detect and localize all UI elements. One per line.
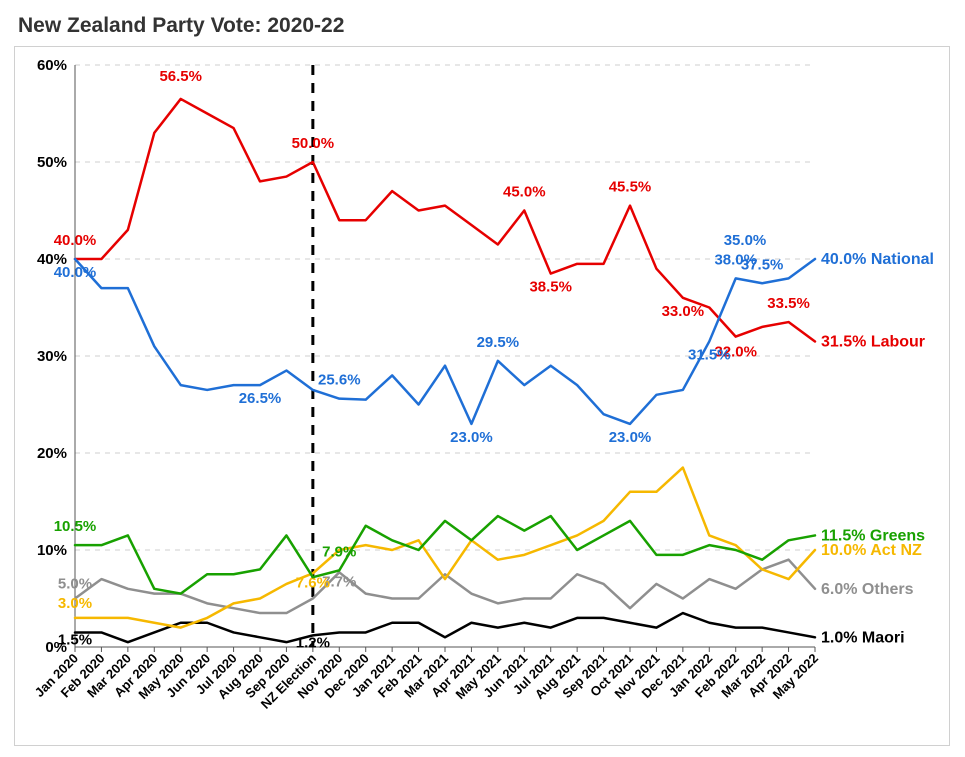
svg-text:10%: 10% — [37, 542, 67, 559]
svg-text:33.0%: 33.0% — [662, 303, 705, 320]
svg-text:7.9%: 7.9% — [322, 543, 356, 560]
svg-text:40.0%: 40.0% — [54, 264, 97, 281]
svg-text:37.5%: 37.5% — [741, 256, 784, 273]
svg-text:45.0%: 45.0% — [503, 184, 546, 201]
svg-text:23.0%: 23.0% — [609, 429, 652, 446]
svg-text:38.5%: 38.5% — [529, 279, 572, 296]
svg-text:56.5%: 56.5% — [159, 68, 202, 85]
chart-container: 0%10%20%30%40%50%60%Jan 2020Feb 2020Mar … — [14, 46, 950, 746]
svg-text:45.5%: 45.5% — [609, 179, 652, 196]
svg-text:40.0% National: 40.0% National — [821, 251, 934, 268]
svg-text:35.0%: 35.0% — [724, 232, 767, 249]
svg-text:31.5% Labour: 31.5% Labour — [821, 333, 925, 350]
svg-text:50.0%: 50.0% — [292, 135, 335, 152]
svg-text:60%: 60% — [37, 57, 67, 74]
svg-text:29.5%: 29.5% — [477, 334, 520, 351]
svg-text:1.0% Maori: 1.0% Maori — [821, 629, 905, 646]
chart-title: New Zealand Party Vote: 2020-22 — [18, 14, 951, 38]
svg-text:1.2%: 1.2% — [296, 634, 330, 651]
svg-text:40.0%: 40.0% — [54, 232, 97, 249]
svg-text:1.5%: 1.5% — [58, 631, 92, 648]
svg-text:25.6%: 25.6% — [318, 372, 361, 389]
svg-text:31.5%: 31.5% — [688, 346, 731, 363]
svg-text:3.0%: 3.0% — [58, 595, 92, 612]
svg-text:33.5%: 33.5% — [767, 295, 810, 312]
svg-text:23.0%: 23.0% — [450, 429, 493, 446]
svg-text:50%: 50% — [37, 154, 67, 171]
svg-text:10.0% Act NZ: 10.0% Act NZ — [821, 542, 922, 559]
svg-text:26.5%: 26.5% — [239, 390, 282, 407]
svg-text:5.0%: 5.0% — [58, 576, 92, 593]
svg-text:6.0% Others: 6.0% Others — [821, 581, 914, 598]
line-chart: 0%10%20%30%40%50%60%Jan 2020Feb 2020Mar … — [15, 47, 951, 747]
svg-text:30%: 30% — [37, 348, 67, 365]
svg-text:10.5%: 10.5% — [54, 518, 97, 535]
svg-text:20%: 20% — [37, 445, 67, 462]
svg-text:11.5% Greens: 11.5% Greens — [821, 527, 925, 544]
